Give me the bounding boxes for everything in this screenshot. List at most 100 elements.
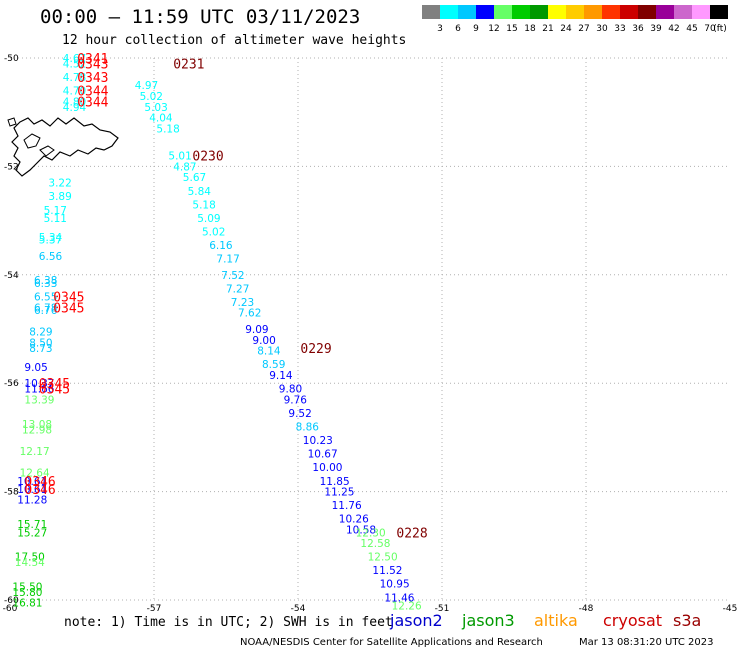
wave-height-label: 4.52 <box>63 58 86 70</box>
color-scale-legend: 3 6 9 12 15 18 21 24 27 30 33 36 39 42 45 70(ft) <box>422 5 728 34</box>
x-tick-label: -57 <box>147 604 162 614</box>
pass-time-label: 0345 <box>39 383 70 398</box>
legend-altika: altika <box>534 611 578 630</box>
falkland-islands-outline <box>11 117 119 177</box>
wave-height-label: 4.97 <box>135 80 158 92</box>
colorbar-swatch-13 <box>656 5 674 19</box>
pass-time-label: 0345 <box>39 377 70 392</box>
legend-jason2: jason2 <box>389 611 443 630</box>
wave-height-label: 10.00 <box>312 462 342 474</box>
data-labels: 4.674.524.784.704.804.944.975.025.034.04… <box>12 53 422 612</box>
y-tick-label: -56 <box>4 379 19 389</box>
chart-title: 00:00 – 11:59 UTC 03/11/2023 <box>40 6 361 28</box>
pass-time-labels: 0231034103430343034403440230034503450229… <box>24 52 427 541</box>
colorbar-label: 45 <box>686 24 697 34</box>
wave-height-label: 10.61 <box>17 476 47 488</box>
colorbar-label: 39 <box>650 24 662 34</box>
pass-time-label: 0345 <box>53 301 84 316</box>
wave-height-label: 11.85 <box>320 476 350 488</box>
wave-height-label: 4.87 <box>173 161 196 173</box>
wave-height-label: 8.29 <box>29 327 52 339</box>
wave-height-label: 9.05 <box>24 362 47 374</box>
wave-height-label: 11.76 <box>332 500 362 512</box>
wave-height-label: 14.54 <box>15 557 45 569</box>
colorbar-swatch-9 <box>584 5 602 19</box>
footer-note: note: 1) Time is in UTC; 2) SWH is in fe… <box>64 615 393 630</box>
wave-height-label: 5.18 <box>156 123 179 135</box>
wave-height-label: 12.26 <box>392 600 422 612</box>
wave-height-label: 5.03 <box>144 102 167 114</box>
colorbar-swatch-5 <box>512 5 530 19</box>
wave-height-label: 5.01 <box>168 151 191 163</box>
footer-credit: NOAA/NESDIS Center for Satellite Applica… <box>240 637 543 648</box>
wave-height-label: 13.39 <box>24 394 54 406</box>
wave-height-label: 11.28 <box>17 495 47 507</box>
colorbar-swatch-10 <box>602 5 620 19</box>
colorbar-swatch-15 <box>692 5 710 19</box>
colorbar-swatch-11 <box>620 5 638 19</box>
wave-height-label: 5.02 <box>140 91 163 103</box>
wave-height-label: 10.61 <box>17 484 47 496</box>
wave-height-label: 5.37 <box>39 235 62 247</box>
wave-height-label: 6.38 <box>34 275 57 287</box>
pass-time-label: 0345 <box>53 290 84 305</box>
wave-height-label: 10.23 <box>303 435 333 447</box>
wave-height-label: 11.46 <box>384 592 414 604</box>
legend-s3a: s3a <box>673 611 701 630</box>
colorbar-swatch-3 <box>476 5 494 19</box>
colorbar-label: 18 <box>524 24 536 34</box>
chart-subtitle: 12 hour collection of altimeter wave hei… <box>62 33 407 48</box>
wave-height-label: 13.08 <box>22 419 52 431</box>
wave-height-label: 8.14 <box>257 346 281 358</box>
x-tick-label: -51 <box>435 604 450 614</box>
wave-height-label: 9.76 <box>284 394 308 406</box>
wave-height-label: 8.50 <box>29 338 52 350</box>
wave-height-label: 6.56 <box>39 251 63 263</box>
satellite-legend: jason2 jason3 altika cryosat s3a <box>389 611 701 630</box>
wave-height-label: 4.78 <box>63 72 86 84</box>
wave-height-label: 12.58 <box>360 538 390 550</box>
colorbar-label: 21 <box>542 24 553 34</box>
wave-height-label: 9.80 <box>279 384 302 396</box>
wave-height-label: 7.23 <box>231 297 254 309</box>
colorbar-swatch-8 <box>566 5 584 19</box>
wave-height-label: 3.22 <box>48 178 71 190</box>
wave-height-label: 10.58 <box>346 525 376 537</box>
wave-height-label: 12.98 <box>22 424 52 436</box>
x-tick-label: -45 <box>723 604 738 614</box>
wave-height-label: 8.86 <box>296 422 320 434</box>
wave-height-label: 9.00 <box>252 335 275 347</box>
pass-time-label: 0346 <box>24 475 55 490</box>
colorbar-swatch-12 <box>638 5 656 19</box>
wave-height-label: 9.09 <box>245 324 268 336</box>
colorbar-label: 27 <box>578 24 589 34</box>
wave-height-label: 9.14 <box>269 370 293 382</box>
wave-height-label: 12.30 <box>356 527 386 539</box>
x-tick-label: -54 <box>291 604 306 614</box>
wave-height-label: 6.78 <box>34 302 57 314</box>
pass-time-label: 0341 <box>77 52 108 67</box>
wave-height-label: 4.94 <box>63 102 87 114</box>
colorbar-label: 9 <box>473 24 479 34</box>
wave-height-label: 11.25 <box>324 487 354 499</box>
y-tick-label: -60 <box>4 596 19 606</box>
colorbar-swatch-16 <box>710 5 728 19</box>
wave-height-label: 16.81 <box>12 598 42 610</box>
pass-time-label: 0343 <box>77 57 108 72</box>
pass-time-label: 0229 <box>300 342 331 357</box>
wave-height-label: 12.64 <box>20 468 50 480</box>
colorbar-swatch-0 <box>422 5 440 19</box>
wave-height-label: 6.33 <box>34 278 57 290</box>
pass-time-label: 0230 <box>192 150 223 165</box>
colorbar-label: 6 <box>455 24 461 34</box>
x-tick-label: -48 <box>579 604 594 614</box>
colorbar-swatch-1 <box>440 5 458 19</box>
wave-height-label: 3.89 <box>48 191 71 203</box>
island-fragment-2 <box>23 133 41 149</box>
colorbar-label: 3 <box>437 24 443 34</box>
land-outline <box>7 117 119 177</box>
wave-height-label: 7.27 <box>226 283 249 295</box>
colorbar-swatch-14 <box>674 5 692 19</box>
wave-height-label: 5.84 <box>188 186 212 198</box>
